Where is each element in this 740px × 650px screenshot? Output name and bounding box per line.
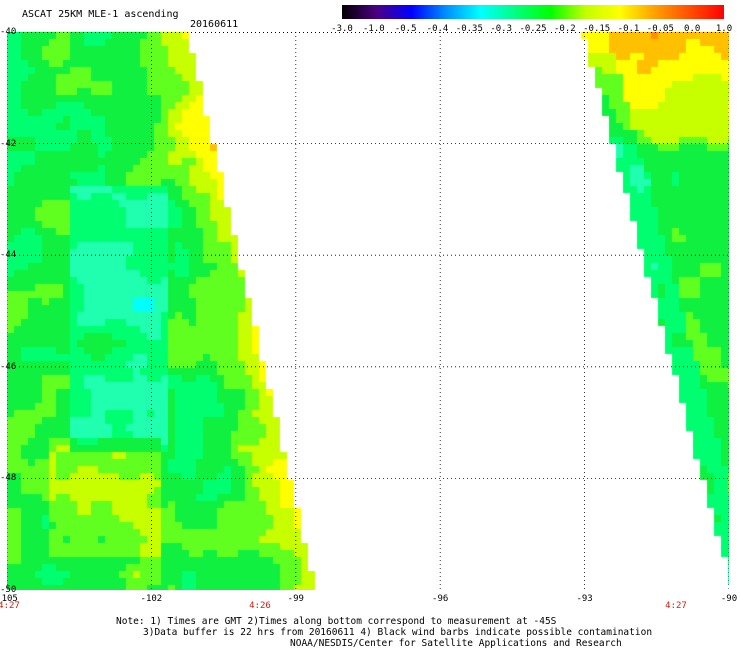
colorbar-tick-label: 1.0 bbox=[715, 24, 733, 34]
longitude-label: -99 bbox=[287, 594, 304, 604]
note-line-1: Note: 1) Times are GMT 2)Times along bot… bbox=[116, 616, 557, 627]
swath-map bbox=[7, 32, 729, 590]
swath-time-label: 4:27 bbox=[0, 601, 20, 611]
colorbar-tick-label: -0.2 bbox=[553, 24, 576, 34]
colorbar-tick-label: -3.0 bbox=[331, 24, 353, 34]
colorbar bbox=[342, 5, 724, 19]
longitude-label: -102 bbox=[140, 594, 163, 604]
colorbar-tick-label: -0.5 bbox=[394, 24, 417, 34]
colorbar-tick-label: -0.35 bbox=[455, 24, 483, 34]
colorbar-tick-label: -1.0 bbox=[362, 24, 385, 34]
swath-time-label: 4:26 bbox=[249, 601, 271, 611]
colorbar-tick-label: -0.1 bbox=[617, 24, 640, 34]
latitude-label: -40 bbox=[0, 27, 17, 37]
latitude-label: -42 bbox=[0, 138, 17, 149]
swath-canvas bbox=[7, 32, 729, 590]
colorbar-tick-label: -0.05 bbox=[646, 24, 674, 34]
map-title: ASCAT 25KM MLE-1 ascending bbox=[22, 9, 179, 20]
latitude-label: -48 bbox=[0, 473, 17, 484]
latitude-label: -46 bbox=[0, 361, 17, 372]
longitude-label: -93 bbox=[576, 594, 593, 604]
longitude-label: -96 bbox=[432, 594, 449, 604]
lat-lon-grid bbox=[7, 32, 729, 590]
colorbar-tick-label: -0.15 bbox=[583, 24, 611, 34]
note-line-3: NOAA/NESDIS/Center for Satellite Applica… bbox=[290, 638, 622, 649]
colorbar-tick-label: 0.0 bbox=[684, 24, 701, 34]
swath-time-label: 4:27 bbox=[665, 601, 687, 611]
latitude-label: -44 bbox=[0, 250, 17, 261]
colorbar-tick-label: -0.25 bbox=[519, 24, 547, 34]
latitude-label: -50 bbox=[0, 585, 17, 595]
colorbar-tick-label: -0.4 bbox=[426, 24, 449, 34]
map-date: 20160611 bbox=[190, 19, 239, 30]
longitude-label: -90 bbox=[720, 594, 738, 604]
note-line-2: 3)Data buffer is 22 hrs from 20160611 4)… bbox=[143, 627, 653, 638]
longitude-label: -105 bbox=[0, 594, 18, 604]
colorbar-tick-label: -0.3 bbox=[490, 24, 512, 34]
